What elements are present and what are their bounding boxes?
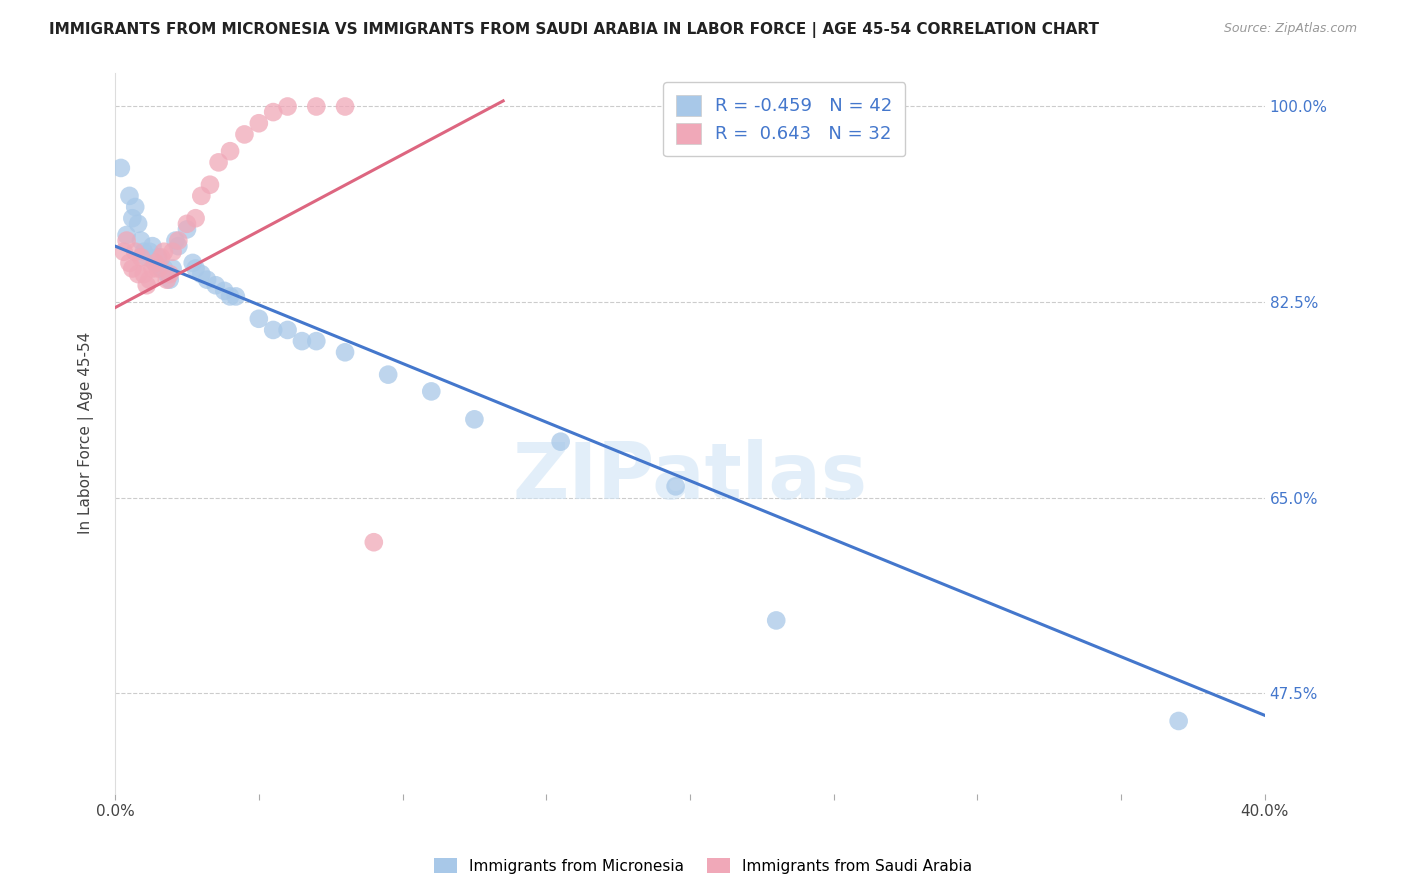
Point [148, 261, 170, 276]
Point [162, 261, 184, 276]
Text: Source: ZipAtlas.com: Source: ZipAtlas.com [1223, 22, 1357, 36]
Point [181, 256, 204, 270]
Point [247, 116, 270, 130]
Point [247, 311, 270, 326]
Point [129, 234, 152, 248]
Point [184, 211, 207, 226]
Legend: Immigrants from Micronesia, Immigrants from Saudi Arabia: Immigrants from Micronesia, Immigrants f… [427, 852, 979, 880]
Point [141, 261, 163, 276]
Point [138, 244, 160, 259]
Point [118, 189, 141, 203]
Point [162, 244, 184, 259]
Point [190, 189, 212, 203]
Point [420, 384, 443, 399]
Point [135, 250, 157, 264]
Point [262, 105, 284, 120]
Point [150, 261, 173, 276]
Point [110, 161, 132, 175]
Point [277, 99, 299, 113]
Point [112, 244, 135, 259]
Point [190, 267, 212, 281]
Point [291, 334, 314, 348]
Point [121, 211, 143, 226]
Point [132, 244, 155, 259]
Point [184, 261, 207, 276]
Text: IMMIGRANTS FROM MICRONESIA VS IMMIGRANTS FROM SAUDI ARABIA IN LABOR FORCE | AGE : IMMIGRANTS FROM MICRONESIA VS IMMIGRANTS… [49, 22, 1099, 38]
Point [148, 250, 170, 264]
Point [129, 250, 152, 264]
Point [225, 289, 247, 303]
Point [153, 261, 176, 276]
Point [333, 345, 356, 359]
Point [167, 234, 190, 248]
Point [198, 178, 221, 192]
Point [127, 267, 149, 281]
Point [159, 273, 181, 287]
Point [150, 250, 173, 264]
Point [305, 99, 328, 113]
Point [204, 278, 226, 293]
Point [159, 267, 181, 281]
Point [665, 479, 688, 493]
Point [195, 273, 218, 287]
Point [219, 289, 242, 303]
Y-axis label: In Labor Force | Age 45-54: In Labor Force | Age 45-54 [79, 332, 94, 534]
Point [305, 334, 328, 348]
Point [176, 217, 198, 231]
Point [765, 614, 787, 628]
Point [143, 256, 166, 270]
Point [124, 200, 146, 214]
Point [127, 217, 149, 231]
Point [124, 244, 146, 259]
Point [156, 273, 179, 287]
Point [121, 261, 143, 276]
Point [277, 323, 299, 337]
Point [135, 278, 157, 293]
Point [118, 256, 141, 270]
Point [377, 368, 399, 382]
Point [167, 239, 190, 253]
Point [207, 155, 229, 169]
Point [1167, 714, 1189, 728]
Point [262, 323, 284, 337]
Point [138, 273, 160, 287]
Point [143, 256, 166, 270]
Point [463, 412, 485, 426]
Point [233, 128, 256, 142]
Point [115, 227, 138, 242]
Point [153, 244, 176, 259]
Point [176, 222, 198, 236]
Point [132, 267, 155, 281]
Point [141, 239, 163, 253]
Point [333, 99, 356, 113]
Point [219, 144, 242, 158]
Legend: R = -0.459   N = 42, R =  0.643   N = 32: R = -0.459 N = 42, R = 0.643 N = 32 [662, 82, 905, 156]
Point [165, 234, 187, 248]
Point [363, 535, 385, 549]
Point [214, 284, 236, 298]
Point [156, 267, 179, 281]
Point [550, 434, 572, 449]
Point [115, 234, 138, 248]
Text: ZIPatlas: ZIPatlas [512, 439, 868, 515]
